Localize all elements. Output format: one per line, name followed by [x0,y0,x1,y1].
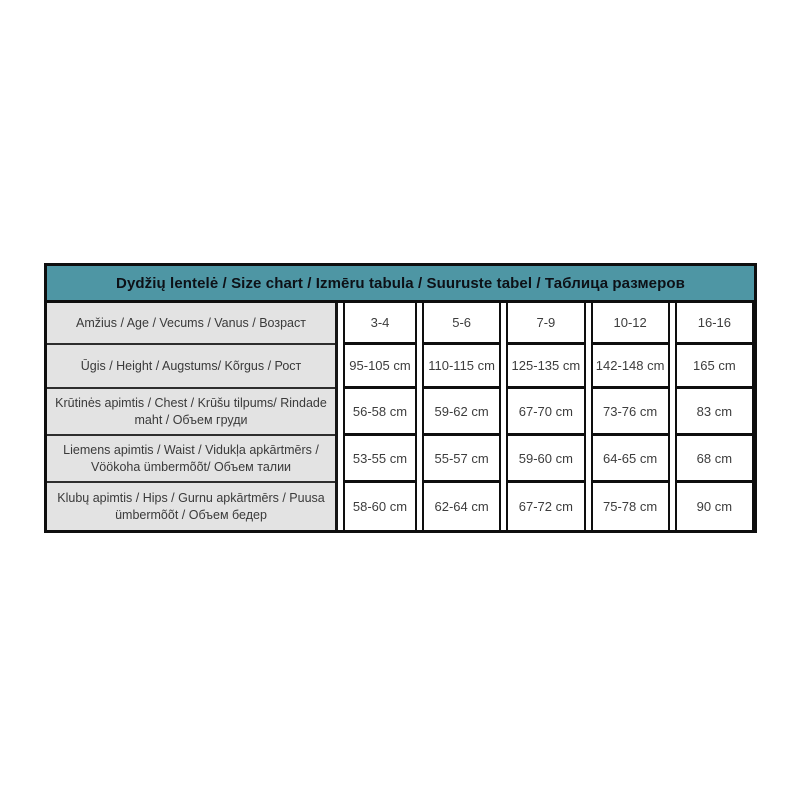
value-cell: 64-65 cm [592,436,668,483]
value-cell: 142-148 cm [592,345,668,389]
label-column: Amžius / Age / Vecums / Vanus / Возраст Ū… [47,303,338,530]
value-cell: 7-9 [508,303,584,345]
value-cell: 90 cm [676,483,752,530]
row-label: Krūtinės apimtis / Chest / Krūšu tilpums… [47,389,335,436]
value-cell: 125-135 cm [508,345,584,389]
value-cell: 10-12 [592,303,668,345]
size-chart-body: Amžius / Age / Vecums / Vanus / Возраст Ū… [47,303,754,530]
value-cell: 95-105 cm [345,345,415,389]
value-cell: 165 cm [676,345,752,389]
size-chart-title: Dydžių lentelė / Size chart / Izmēru tab… [47,266,754,303]
value-cell: 16-16 [676,303,752,345]
size-column: 7-9 125-135 cm 67-70 cm 59-60 cm 67-72 cm [506,303,586,530]
size-column: 10-12 142-148 cm 73-76 cm 64-65 cm 75-78 cm [590,303,670,530]
size-column: 5-6 110-115 cm 59-62 cm 55-57 cm 62-64 cm [422,303,502,530]
value-cell: 62-64 cm [424,483,500,530]
value-cell: 67-70 cm [508,389,584,436]
value-cell: 75-78 cm [592,483,668,530]
value-cell: 73-76 cm [592,389,668,436]
value-cell: 58-60 cm [345,483,415,530]
value-cell: 3-4 [345,303,415,345]
value-cell: 5-6 [424,303,500,345]
value-cell: 110-115 cm [424,345,500,389]
value-cell: 67-72 cm [508,483,584,530]
value-cell: 53-55 cm [345,436,415,483]
value-cell: 55-57 cm [424,436,500,483]
size-chart-table: Dydžių lentelė / Size chart / Izmēru tab… [44,263,757,533]
value-cell: 56-58 cm [345,389,415,436]
value-cell: 59-60 cm [508,436,584,483]
size-column: 3-4 95-105 cm 56-58 cm 53-55 cm 58-60 cm [343,303,417,530]
value-cell: 83 cm [676,389,752,436]
row-label: Klubų apimtis / Hips / Gurnu apkārtmērs … [47,483,335,530]
row-label: Amžius / Age / Vecums / Vanus / Возраст [47,303,335,345]
size-column: 16-16 165 cm 83 cm 68 cm 90 cm [674,303,754,530]
value-cell: 68 cm [676,436,752,483]
row-label: Liemens apimtis / Waist / Vidukļa apkārt… [47,436,335,483]
row-label: Ūgis / Height / Augstums/ Kõrgus / Рост [47,345,335,389]
value-cell: 59-62 cm [424,389,500,436]
